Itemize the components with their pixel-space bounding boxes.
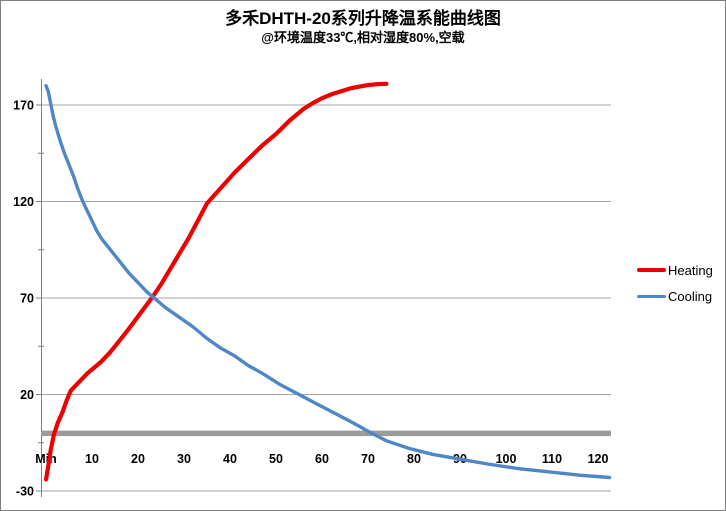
x-axis-label: 100 bbox=[496, 452, 517, 466]
x-axis-label: 60 bbox=[315, 452, 329, 466]
x-axis-label: Min bbox=[35, 452, 57, 466]
y-axis-label: 20 bbox=[20, 388, 34, 402]
legend-item-cooling: Cooling bbox=[637, 283, 713, 309]
heating-legend-swatch bbox=[637, 268, 666, 272]
y-axis-label: 70 bbox=[20, 292, 34, 306]
y-axis-label: 120 bbox=[13, 195, 34, 209]
zero-axis-bar bbox=[41, 430, 611, 437]
heating-curve bbox=[43, 81, 389, 482]
cooling-legend-swatch bbox=[637, 294, 666, 298]
chart-title: 多禾DHTH-20系列升降温系能曲线图 bbox=[225, 9, 501, 28]
chart-legend: Heating Cooling bbox=[637, 257, 713, 309]
y-axis-label: 170 bbox=[13, 99, 34, 113]
y-axis-label: -30 bbox=[16, 485, 34, 499]
cooling-legend-label: Cooling bbox=[668, 288, 713, 304]
x-axis-label: 120 bbox=[588, 452, 609, 466]
title-block: 多禾DHTH-20系列升降温系能曲线图 @环境温度33℃,相对湿度80%,空载 bbox=[1, 8, 725, 46]
x-axis-label: 10 bbox=[85, 452, 99, 466]
x-axis-label: 30 bbox=[177, 452, 191, 466]
x-axis-label: 80 bbox=[407, 452, 421, 466]
cooling-curve bbox=[44, 83, 612, 480]
legend-item-heating: Heating bbox=[637, 257, 713, 283]
x-axis-label: 40 bbox=[223, 452, 237, 466]
x-axis-label: 110 bbox=[542, 452, 562, 466]
x-axis-label: 50 bbox=[269, 452, 283, 466]
chart-subtitle: @环境温度33℃,相对湿度80%,空载 bbox=[261, 30, 465, 45]
heating-legend-label: Heating bbox=[668, 262, 713, 278]
x-axis-label: 20 bbox=[131, 452, 145, 466]
x-axis-label: 70 bbox=[361, 452, 375, 466]
